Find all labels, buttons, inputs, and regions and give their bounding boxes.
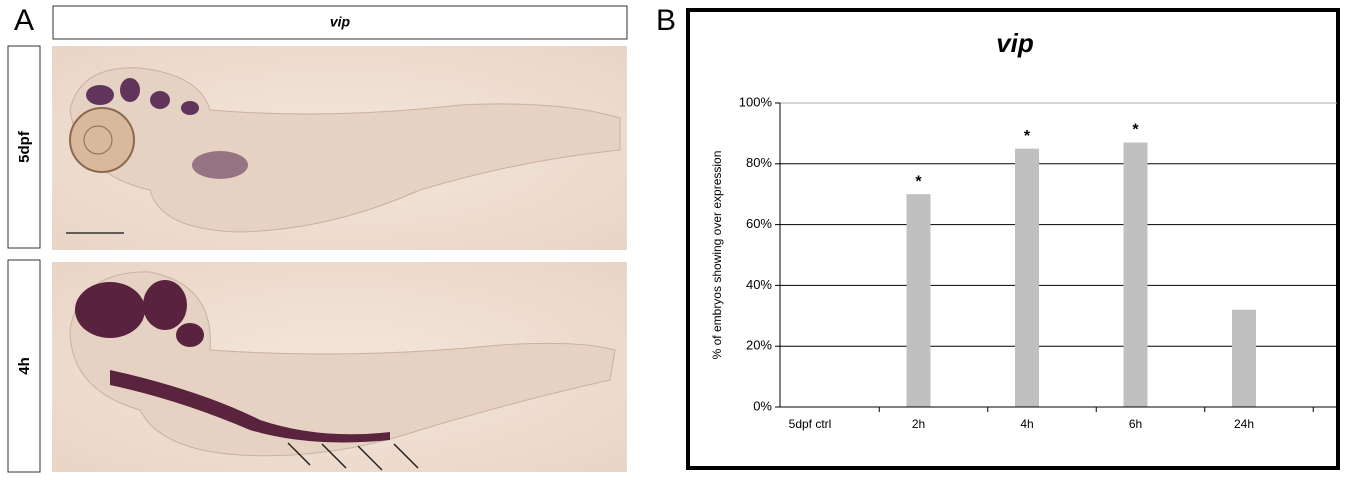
x-tick-label: 5dpf ctrl [788,417,832,431]
x-tick-label: 6h [1114,417,1158,431]
y-tick-label: 60% [746,216,772,231]
bar [1232,310,1256,407]
y-tick-label: 100% [739,94,773,109]
header-label: vip [330,14,351,30]
x-tick-label: 24h [1222,417,1266,431]
significance-marker: * [915,173,922,190]
bar [907,194,931,407]
significance-marker: * [1024,128,1031,145]
y-tick-label: 20% [746,338,772,353]
eye [70,108,134,172]
panel-letter: A [14,4,34,37]
significance-marker: * [1132,122,1139,139]
x-tick-label: 2h [897,417,941,431]
x-tick-label: 4h [1005,417,1049,431]
row-label: 4h [16,357,33,375]
chart-title: vip [996,28,1034,58]
y-tick-label: 80% [746,155,772,170]
y-tick-label: 40% [746,277,772,292]
row-label: 5dpf [16,130,33,163]
figure-canvas: A vip 5dpf 4h B vip % of embryos showing… [0,0,1346,475]
figure: A vip 5dpf 4h B vip % of embryos showing… [0,0,1346,475]
panel-letter: B [656,4,676,37]
bar [1124,143,1148,407]
y-tick-label: 0% [753,398,772,413]
bar [1015,149,1039,407]
y-axis-label: % of embryos showing over expression [710,151,724,360]
